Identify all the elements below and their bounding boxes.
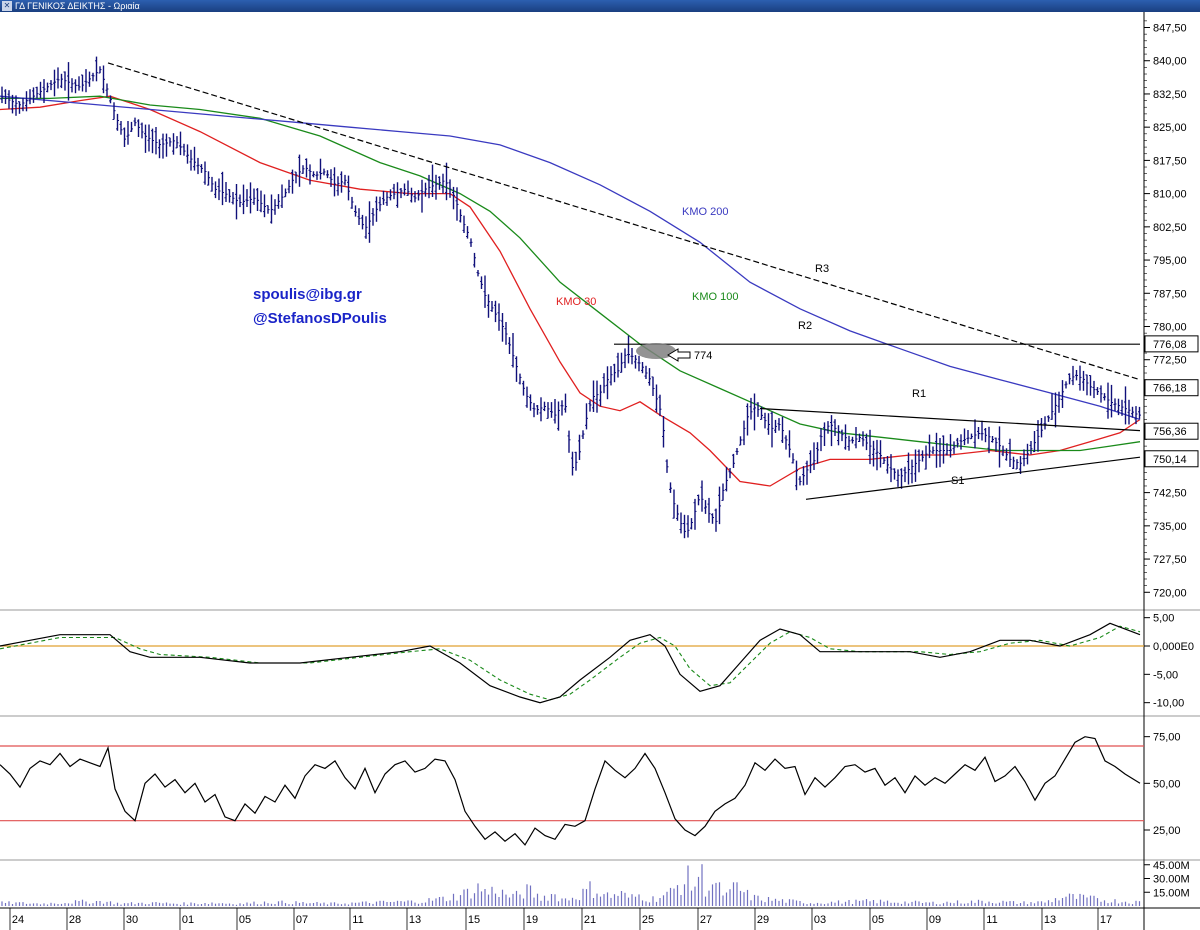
label-r1: R1 [912, 388, 926, 400]
xtick-label: 13 [409, 914, 421, 926]
label-s1: S1 [951, 475, 964, 487]
volume-panel [1, 864, 1141, 906]
highlight-ellipse [636, 343, 676, 359]
ytick-label: 735,00 [1153, 521, 1187, 533]
trendline-r1 [759, 407, 1141, 432]
window-title: ΓΔ ΓΕΝΙΚΟΣ ΔΕΙΚΤΗΣ - Ωριαία [15, 1, 140, 11]
rsi-ytick-label: 25,00 [1153, 825, 1181, 837]
credit-email: spoulis@ibg.gr [253, 286, 362, 303]
ytick-label: 825,00 [1153, 122, 1187, 134]
price-tag-box [1144, 379, 1199, 397]
credit-handle: @StefanosDPoulis [253, 310, 387, 327]
xtick-label: 11 [986, 914, 997, 926]
macd-ytick-label: 0,000E0 [1153, 641, 1194, 653]
ytick-label: 832,50 [1153, 89, 1187, 101]
trendlines [107, 62, 1141, 500]
macd-panel [0, 622, 1144, 704]
kmo-30-line [0, 95, 1141, 487]
xtick-label: 09 [929, 914, 941, 926]
rsi-bands [0, 745, 1144, 822]
label-kmo-100: KMO 100 [692, 291, 738, 303]
xtick-label: 13 [1044, 914, 1056, 926]
label-kmo-30: KMO 30 [556, 296, 596, 308]
x-axis: 24 28 30 01 05 07 11 13 15 19 21 25 27 29 03 05 09 11 13 17 [9, 908, 1112, 930]
rsi-panel [0, 736, 1141, 846]
series-labels: KMO 30 KMO 100 KMO 200 R3 R2 R1 S1 [556, 206, 964, 487]
xtick-label: 29 [757, 914, 769, 926]
ytick-label: 847,50 [1153, 23, 1187, 35]
ytick-label: 720,00 [1153, 587, 1187, 599]
kmo-200-line [0, 95, 1141, 421]
xtick-label: 21 [584, 914, 596, 926]
price-panel [0, 12, 1144, 610]
xtick-label: 01 [182, 914, 194, 926]
xtick-label: 11 [352, 914, 363, 926]
ytick-label: 780,00 [1153, 322, 1187, 334]
ytick-label: 772,50 [1153, 355, 1187, 367]
xtick-label: 15 [468, 914, 480, 926]
ytick-label: 727,50 [1153, 554, 1187, 566]
price-tag-label: 750,14 [1153, 454, 1187, 466]
xtick-label: 28 [69, 914, 81, 926]
macd-ytick-label: 5,00 [1153, 613, 1174, 625]
label-kmo-200: KMO 200 [682, 206, 728, 218]
xtick-label: 27 [700, 914, 712, 926]
ytick-label: 802,50 [1153, 222, 1187, 234]
window-titlebar: ✕ ΓΔ ΓΕΝΙΚΟΣ ΔΕΙΚΤΗΣ - Ωριαία [0, 0, 1200, 12]
rsi-ytick-label: 50,00 [1153, 778, 1181, 790]
macd-signal-line [0, 625, 1141, 701]
label-r2: R2 [798, 320, 812, 332]
ytick-label: 840,00 [1153, 56, 1187, 68]
rsi-ytick-label: 75,00 [1153, 732, 1181, 744]
price-tag-box [1144, 450, 1199, 468]
price-tag-box [1144, 335, 1199, 353]
macd-ytick-label: -10,00 [1153, 698, 1184, 710]
kmo-100-line [0, 95, 1141, 452]
volume-ytick-label: 15.00M [1153, 887, 1190, 899]
price-tag-label: 756,36 [1153, 426, 1187, 438]
price-tag-label: 776,08 [1153, 339, 1187, 351]
label-r3: R3 [815, 263, 829, 275]
rsi-line [0, 736, 1141, 846]
y-axis: 847,50 840,00 832,50 825,00 817,50 810,00 802,… [1144, 20, 1199, 899]
xtick-label: 03 [814, 914, 826, 926]
xtick-label: 17 [1100, 914, 1112, 926]
xtick-label: 25 [642, 914, 654, 926]
ytick-label: 742,50 [1153, 488, 1187, 500]
macd-ytick-label: -5,00 [1153, 669, 1178, 681]
xtick-label: 05 [872, 914, 884, 926]
macd-line [0, 622, 1141, 704]
volume-ytick-label: 30.00M [1153, 874, 1190, 886]
system-menu-icon[interactable]: ✕ [2, 1, 12, 11]
ytick-label: 787,50 [1153, 288, 1187, 300]
price-tag-box [1144, 422, 1199, 440]
ytick-label: 795,00 [1153, 255, 1187, 267]
volume-ytick-label: 45.00M [1153, 860, 1190, 872]
xtick-label: 30 [126, 914, 138, 926]
xtick-label: 24 [12, 914, 24, 926]
price-bars [0, 56, 1141, 539]
price-tag-label: 766,18 [1153, 383, 1187, 395]
xtick-label: 19 [526, 914, 538, 926]
trendline-s1 [805, 456, 1141, 500]
moving-averages [0, 95, 1141, 487]
ytick-label: 817,50 [1153, 155, 1187, 167]
ytick-label: 810,00 [1153, 189, 1187, 201]
annotation-774: 774 [636, 343, 712, 362]
xtick-label: 05 [239, 914, 251, 926]
annotation-774-label: 774 [694, 350, 712, 362]
xtick-label: 07 [296, 914, 308, 926]
arrow-left-icon [667, 348, 691, 362]
